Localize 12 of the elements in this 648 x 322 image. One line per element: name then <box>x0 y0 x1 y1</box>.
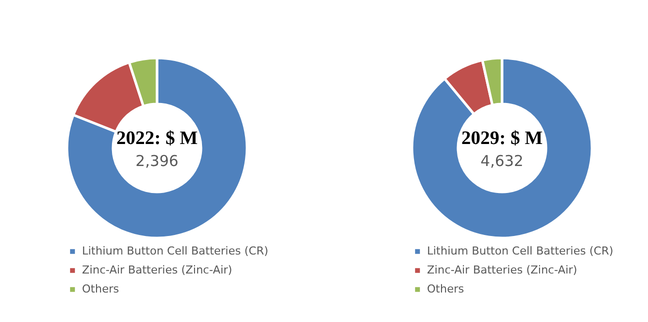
legend-label: Others <box>427 282 464 296</box>
legend-label: Zinc-Air Batteries (Zinc-Air) <box>82 264 232 276</box>
legend-label: Others <box>82 282 120 296</box>
text: 2022: $ M <box>116 128 198 149</box>
donut-slice <box>410 56 594 240</box>
legend-label: Zinc-Air Batteries (Zinc-Air) <box>427 264 578 276</box>
donut-slice <box>66 56 248 240</box>
text: 4,632 <box>480 152 524 170</box>
legend-label: Lithium Button Cell Batteries (CR) <box>427 244 614 258</box>
legend-label: Lithium Button Cell Batteries (CR) <box>82 244 268 258</box>
text: 2029: $ M <box>461 128 543 149</box>
text: 2,396 <box>136 152 178 170</box>
